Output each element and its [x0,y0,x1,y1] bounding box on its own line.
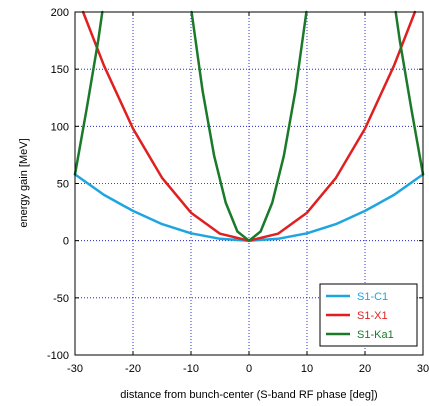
y-tick-label: 100 [51,121,69,133]
x-tick-label: 10 [301,363,313,375]
y-tick-label: -50 [53,293,69,305]
y-tick-label: 50 [57,179,69,191]
y-tick-label: 0 [63,236,69,248]
series-lines [73,10,425,242]
x-tick-label: 30 [417,363,429,375]
x-axis-label: distance from bunch-center (S-band RF ph… [120,389,377,401]
legend-label: S1-X1 [357,310,388,322]
legend-label: S1-Ka1 [357,329,394,341]
legend-label: S1-C1 [357,291,388,303]
series-line-s1-ka1 [73,10,425,242]
x-tick-label: -10 [183,363,199,375]
y-axis-label: energy gain [MeV] [18,138,30,227]
y-tick-label: 150 [51,64,69,76]
x-tick-label: 20 [359,363,371,375]
plot-frame [74,11,424,356]
x-tick-label: 0 [246,363,252,375]
legend: S1-C1 S1-X1 S1-Ka1 [319,283,418,347]
x-tick-label: -20 [125,363,141,375]
y-tick-label: 200 [51,7,69,19]
y-tick-label: -100 [47,350,69,362]
x-tick-label: -30 [67,363,83,375]
